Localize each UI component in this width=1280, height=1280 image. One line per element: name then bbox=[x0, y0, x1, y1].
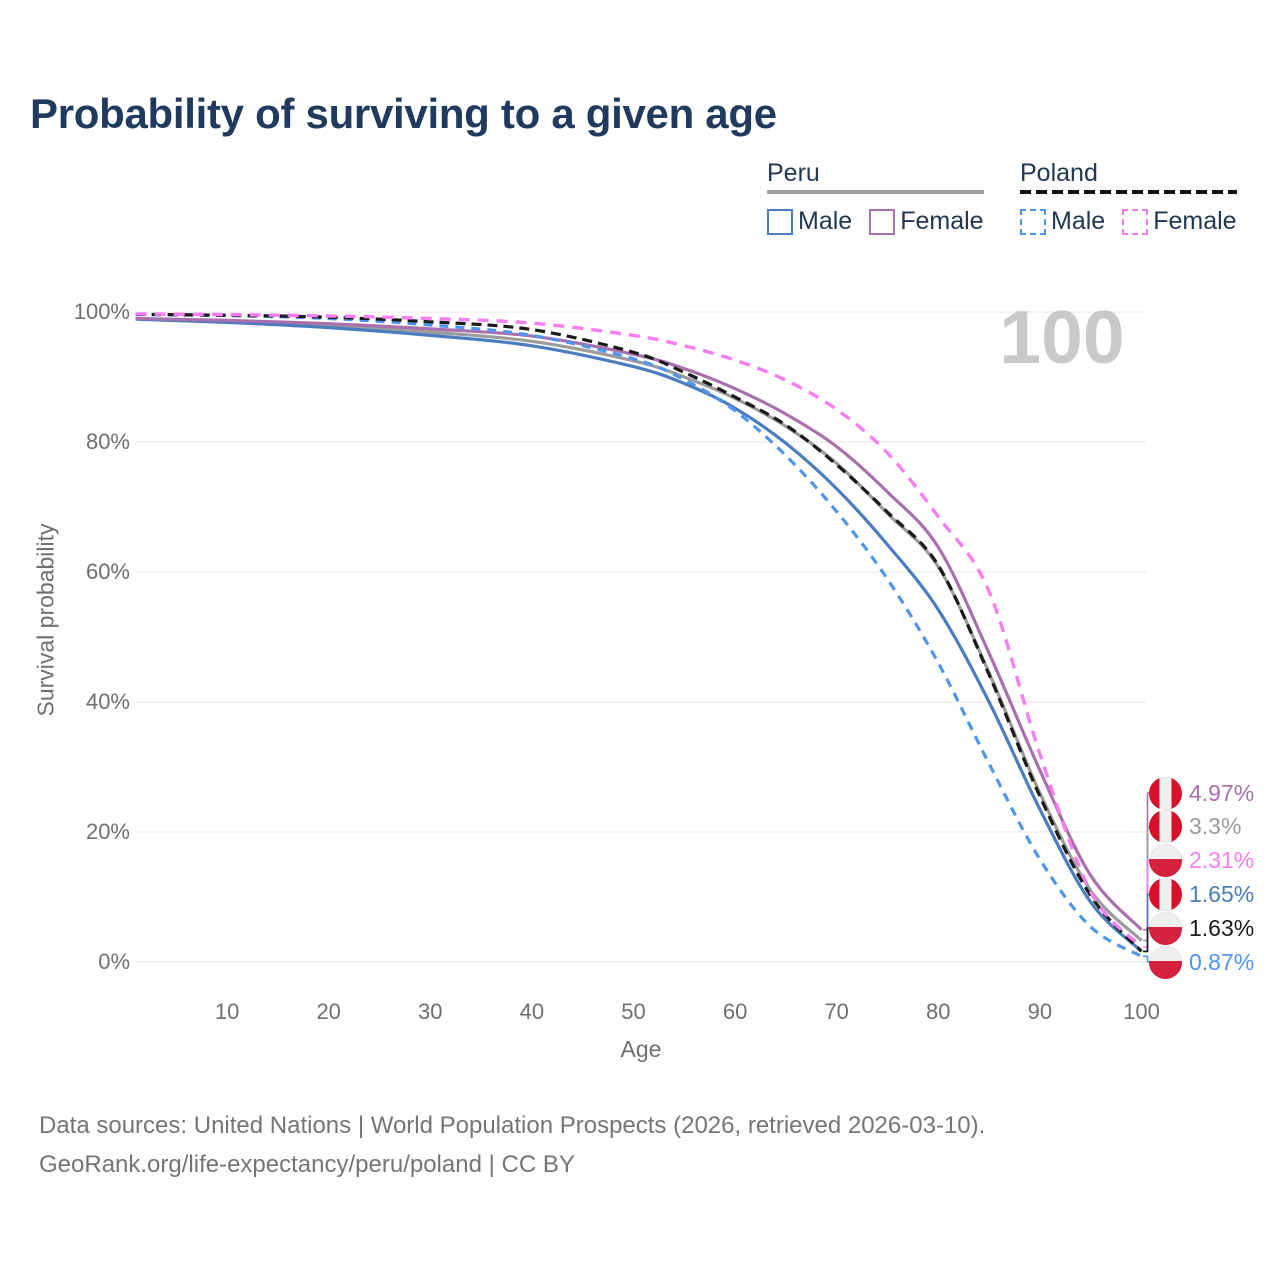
legend-label: Female bbox=[900, 207, 984, 235]
curve-peru_female bbox=[135, 316, 1143, 931]
x-tick-label: 30 bbox=[418, 999, 443, 1024]
end-label-value: 0.87% bbox=[1189, 948, 1255, 975]
end-label-poland_female: 2.31% bbox=[1149, 844, 1254, 878]
legend-group-peru: Peru Male Female bbox=[767, 161, 984, 236]
end-label-value: 3.3% bbox=[1189, 813, 1242, 840]
legend-label: Male bbox=[798, 207, 853, 235]
curve-peru_both bbox=[135, 317, 1143, 942]
curve-poland_male bbox=[135, 313, 1143, 958]
poland-female-swatch-icon bbox=[1122, 208, 1149, 235]
legend-item-peru-female[interactable]: Female bbox=[869, 207, 984, 236]
end-label-value: 1.65% bbox=[1189, 880, 1255, 907]
end-label-value: 1.63% bbox=[1189, 914, 1255, 941]
poland-flag-icon bbox=[1149, 911, 1182, 945]
curve-poland_both bbox=[135, 312, 1143, 953]
peru-flag-icon bbox=[1149, 877, 1182, 911]
y-tick-label: 0% bbox=[98, 949, 130, 974]
y-tick-label: 100% bbox=[73, 299, 130, 324]
peru-flag-icon bbox=[1149, 810, 1182, 844]
x-tick-label: 40 bbox=[519, 999, 545, 1024]
survival-curves bbox=[135, 312, 1143, 958]
y-axis-title: Survival probability bbox=[32, 523, 59, 717]
curve-poland_female bbox=[135, 312, 1143, 949]
x-tick-label: 10 bbox=[214, 999, 240, 1024]
legend-country-poland: Poland bbox=[1020, 159, 1098, 187]
x-tick-label: 80 bbox=[926, 999, 951, 1024]
legend-row-peru: Male Female bbox=[767, 207, 984, 236]
legend-item-poland-female[interactable]: Female bbox=[1122, 207, 1237, 236]
end-label-peru_both: 3.3% bbox=[1149, 810, 1241, 844]
y-tick-label: 40% bbox=[85, 689, 130, 714]
x-tick-label: 100 bbox=[1123, 999, 1160, 1024]
x-tick-label: 50 bbox=[621, 999, 646, 1024]
poland-male-swatch-icon bbox=[1020, 208, 1046, 235]
legend-row-poland: Male Female bbox=[1020, 207, 1237, 236]
legend-label: Female bbox=[1153, 207, 1237, 235]
y-tick-label: 80% bbox=[85, 429, 130, 454]
gridlines bbox=[136, 311, 1146, 963]
legend-country-peru: Peru bbox=[767, 159, 820, 187]
curve-peru_male bbox=[135, 317, 1143, 953]
legend-item-peru-male[interactable]: Male bbox=[767, 207, 852, 236]
peru-female-swatch-icon bbox=[869, 208, 896, 235]
x-tick-label: 20 bbox=[316, 999, 341, 1024]
end-label-peru_male: 1.65% bbox=[1149, 877, 1254, 911]
y-tick-label: 20% bbox=[85, 819, 130, 844]
poland-flag-icon bbox=[1149, 945, 1182, 979]
watermark-age-100: 100 bbox=[999, 295, 1124, 379]
poland-flag-icon bbox=[1149, 844, 1182, 878]
x-tick-label: 90 bbox=[1027, 999, 1053, 1024]
legend-group-poland: Poland Male Female bbox=[1020, 161, 1237, 236]
footer-data-sources: Data sources: United Nations | World Pop… bbox=[39, 1112, 986, 1139]
end-label-poland_male: 0.87% bbox=[1149, 945, 1254, 979]
x-tick-label: 60 bbox=[722, 999, 748, 1024]
peru-male-swatch-icon bbox=[767, 208, 793, 235]
footer-attribution: GeoRank.org/life-expectancy/peru/poland … bbox=[39, 1151, 575, 1178]
footer: Data sources: United Nations | World Pop… bbox=[39, 1106, 985, 1184]
legend-label: Male bbox=[1051, 207, 1106, 235]
end-label-value: 2.31% bbox=[1189, 847, 1255, 874]
y-tick-label: 60% bbox=[85, 559, 130, 584]
legend-line-sample-poland bbox=[1020, 190, 1237, 194]
x-axis-title: Age bbox=[620, 1036, 662, 1062]
legend-item-poland-male[interactable]: Male bbox=[1020, 207, 1105, 236]
end-label-poland_both: 1.63% bbox=[1149, 911, 1254, 945]
end-label-peru_female: 4.97% bbox=[1149, 776, 1254, 810]
page-title: Probability of surviving to a given age bbox=[30, 90, 777, 137]
x-tick-label: 70 bbox=[824, 999, 849, 1024]
end-label-value: 4.97% bbox=[1189, 779, 1255, 806]
peru-flag-icon bbox=[1149, 776, 1182, 810]
legend-line-sample-peru bbox=[767, 190, 984, 194]
